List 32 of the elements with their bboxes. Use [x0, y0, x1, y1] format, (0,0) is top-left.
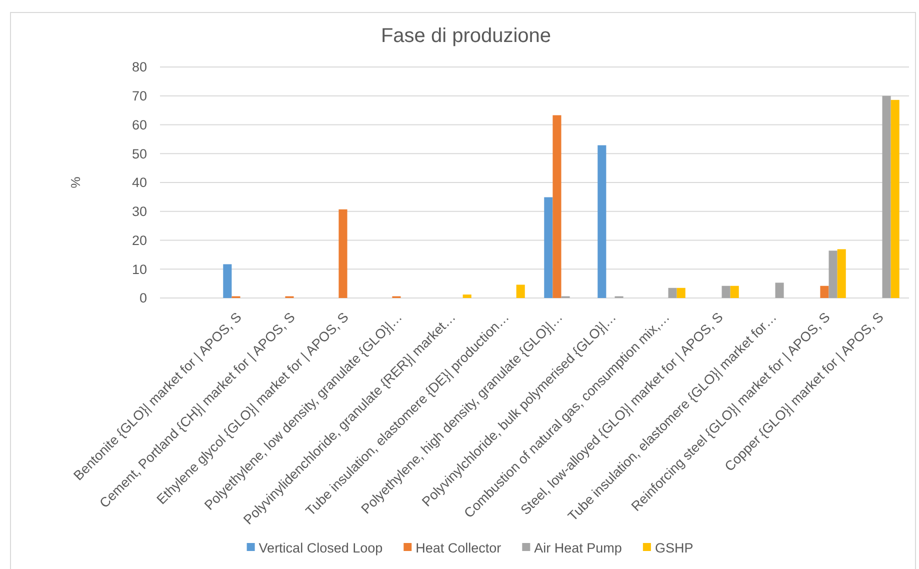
bar — [516, 284, 525, 298]
y-tick-label: 10 — [132, 262, 147, 277]
bar — [338, 209, 348, 298]
y-tick-label: 70 — [132, 88, 147, 104]
bar — [552, 115, 562, 298]
bar — [668, 288, 677, 298]
bar — [730, 286, 739, 298]
y-axis-title: % — [68, 176, 83, 188]
y-tick-label: 0 — [139, 290, 147, 306]
bar — [722, 286, 730, 298]
bar — [775, 282, 784, 298]
bar — [820, 286, 829, 298]
legend-label: GSHP — [654, 540, 694, 556]
y-tick-label: 20 — [132, 232, 147, 248]
y-tick-label: 30 — [132, 204, 147, 220]
bar — [544, 197, 553, 298]
bar — [598, 145, 606, 298]
bar — [882, 96, 891, 298]
y-tick-label: 60 — [132, 117, 147, 132]
legend-label: Air Heat Pump — [534, 540, 622, 556]
y-tick-label: 50 — [132, 146, 147, 162]
chart-title: Fase di produzione — [380, 25, 552, 47]
bar — [828, 250, 838, 298]
bar — [223, 264, 232, 298]
y-tick-label: 40 — [132, 175, 147, 190]
bar — [890, 100, 900, 298]
y-tick-label: 80 — [132, 60, 147, 75]
bar — [837, 249, 846, 298]
bar — [676, 288, 686, 298]
legend-label: Heat Collector — [416, 540, 502, 556]
legend-label: Vertical Closed Loop — [258, 540, 383, 556]
bar — [462, 294, 472, 298]
